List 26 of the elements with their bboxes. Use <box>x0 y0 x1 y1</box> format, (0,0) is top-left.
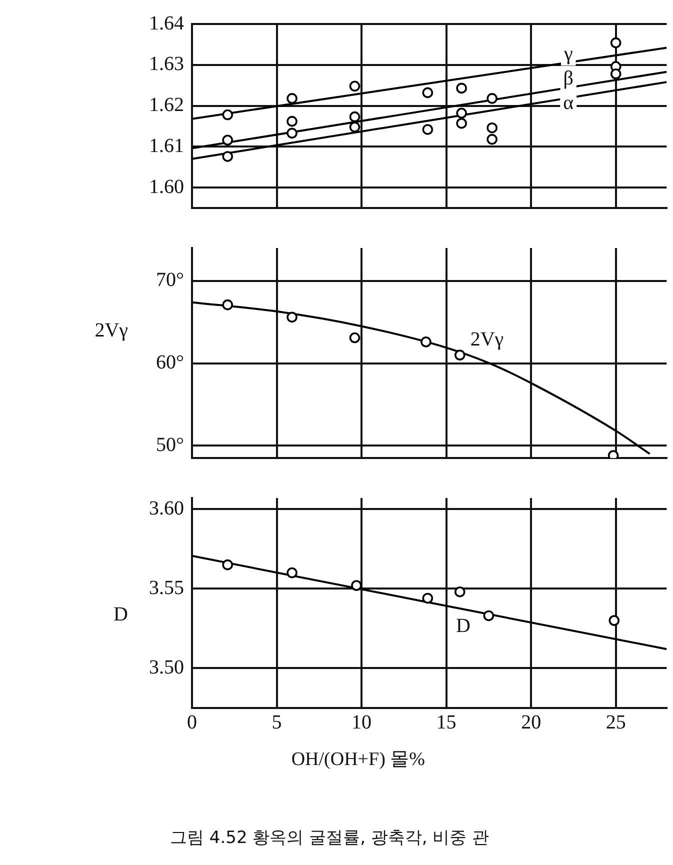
y-tick-label: 60° <box>156 352 184 374</box>
y-axis-title: 2Vγ <box>94 319 128 342</box>
y-tick-label: 3.50 <box>149 656 184 678</box>
y-tick-label: 1.60 <box>149 176 184 198</box>
y-tick-label: 3.55 <box>149 576 184 599</box>
annotation: γ <box>562 42 573 65</box>
y-tick-label: 1.64 <box>149 12 184 34</box>
y-tick-label: 50° <box>156 434 184 456</box>
annotation: 2Vγ <box>470 328 504 350</box>
annotation: α <box>563 92 574 114</box>
x-tick-label: 10 <box>352 711 372 734</box>
x-tick-label: 15 <box>436 711 456 734</box>
x-tick-label: 0 <box>187 711 197 734</box>
y-tick-label: 1.61 <box>149 134 184 157</box>
y-tick-label: 1.62 <box>149 94 184 116</box>
y-tick-label: 70° <box>156 269 184 292</box>
y-tick-label: 3.60 <box>149 497 184 520</box>
annotation: D <box>456 615 470 638</box>
x-tick-label: 5 <box>272 711 282 734</box>
y-axis-title: D <box>114 603 128 626</box>
x-tick-label: 25 <box>606 711 626 734</box>
x-axis-title: OH/(OH+F) 몰% <box>291 748 426 770</box>
annotation: β <box>563 67 574 90</box>
caption: 그림 4.52 황옥의 굴절률, 광축각, 비중 관 <box>170 827 490 849</box>
x-tick-label: 20 <box>521 711 542 734</box>
y-tick-label: 1.63 <box>149 53 184 76</box>
